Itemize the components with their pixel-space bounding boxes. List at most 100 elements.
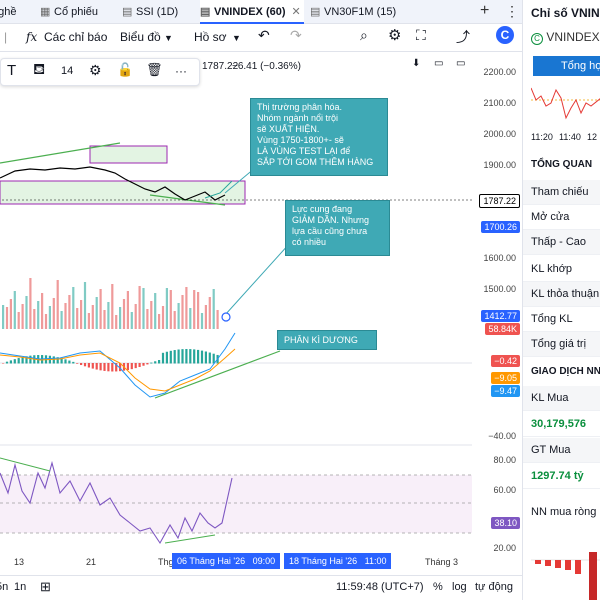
macd-bar: [95, 363, 98, 370]
tab-bar: nghề ▦Cổ phiếu ▤SSI (1D) ▤VNINDEX (60)✕ …: [0, 0, 522, 24]
nn-mini-chart: [531, 552, 600, 600]
macd-bar: [200, 350, 204, 364]
more-icon[interactable]: ⋮: [505, 3, 519, 19]
macd-bar: [21, 357, 24, 364]
text-tool-icon[interactable]: T: [7, 62, 17, 79]
volume-bar: [72, 287, 75, 329]
fullscreen-icon[interactable]: ⛶: [416, 27, 426, 43]
volume-bar: [134, 304, 137, 329]
templates-button[interactable]: Hồ sơ: [194, 30, 227, 44]
log-toggle[interactable]: log: [452, 581, 467, 593]
volume-bar: [158, 314, 161, 329]
macd-bar: [72, 361, 75, 364]
chevron-down-icon[interactable]: ⬇: [412, 58, 421, 69]
y-tick: 60.00: [493, 485, 516, 495]
percent-toggle[interactable]: %: [433, 581, 443, 593]
volume-bar: [29, 278, 32, 329]
right-panel: Chỉ số VNINDEX C VNINDEX Tổng hợp 11:20 …: [522, 0, 600, 600]
clock-time[interactable]: 11:59:48 (UTC+7): [336, 581, 424, 593]
more-icon[interactable]: ···: [175, 64, 187, 78]
volume-bar: [56, 280, 59, 329]
volume-bar: [181, 295, 184, 329]
signal-label: −9.05: [491, 372, 520, 384]
macd-bar: [173, 350, 176, 364]
macd-bar: [134, 363, 137, 369]
summary-button[interactable]: Tổng hợp: [533, 56, 600, 76]
chart-type-button[interactable]: Biểu đồ: [120, 30, 161, 44]
price-axis[interactable]: 2200.00 2100.00 2000.00 1900.00 1787.22 …: [472, 53, 522, 575]
macd-bar: [119, 363, 122, 372]
macd-bar: [5, 361, 9, 364]
kl-mua-value: 30,179,576: [523, 412, 600, 437]
volume-bar: [60, 311, 63, 329]
volume-bar: [130, 312, 133, 329]
volume-bar: [103, 310, 106, 329]
chart-canvas[interactable]: [0, 53, 472, 575]
mini-time: 11:40: [559, 132, 581, 142]
minimize-icon[interactable]: ▭: [434, 58, 444, 69]
chevron-down-icon[interactable]: ▼: [232, 33, 241, 43]
paint-bucket-icon[interactable]: ⛾: [33, 61, 46, 78]
volume-bar: [64, 303, 67, 329]
tab-vnindex[interactable]: ▤ VNINDEX (60) ✕: [200, 0, 304, 24]
y-tick: 2100.00: [483, 98, 516, 108]
brand-icon[interactable]: C: [496, 26, 514, 44]
indicators-button[interactable]: Các chỉ báo: [44, 30, 108, 44]
macd-bar: [208, 352, 211, 364]
volume-bar: [48, 306, 51, 329]
support-zone: [0, 180, 246, 205]
y-tick: 2200.00: [483, 67, 516, 77]
function-icon: fx: [26, 30, 38, 44]
gear-icon[interactable]: ⚙: [388, 27, 402, 44]
overview-row: Tổng KL: [523, 307, 600, 332]
tab-vn30f1m[interactable]: ▤ VN30F1M (15): [310, 0, 396, 24]
tab-stocks[interactable]: ▦ Cổ phiếu: [40, 0, 98, 24]
chevron-down-icon[interactable]: ▼: [164, 33, 173, 43]
rsi-line: [0, 460, 233, 545]
trend-line: [0, 142, 121, 164]
redo-icon[interactable]: ↷: [290, 27, 302, 43]
calendar-icon[interactable]: ⊞: [40, 579, 51, 594]
anchor-point[interactable]: [221, 312, 231, 322]
volume-bar: [119, 307, 122, 329]
undo-icon[interactable]: ↶: [258, 27, 270, 43]
panel-title: Chỉ số VNINDEX: [531, 6, 600, 20]
volume-bar: [80, 300, 83, 329]
volume-bar: [21, 304, 24, 329]
ticker-selector[interactable]: C VNINDEX: [531, 30, 600, 45]
macd-bar: [150, 362, 153, 364]
macd-bar: [64, 359, 67, 364]
nn-label: NN mua ròng: [531, 506, 597, 518]
rsi-trend-line: [164, 534, 216, 544]
gear-icon[interactable]: ⚙: [89, 62, 102, 78]
close-tab-icon[interactable]: ✕: [291, 6, 301, 18]
separator: |: [4, 30, 8, 44]
volume-label: 58.84K: [485, 323, 520, 335]
volume-bar: [197, 292, 200, 329]
lock-icon[interactable]: 🔓: [117, 62, 134, 77]
trash-icon[interactable]: 🗑: [146, 62, 163, 77]
volume-bar: [17, 312, 20, 329]
range-button[interactable]: 1n: [14, 581, 27, 593]
maximize-icon[interactable]: ▭: [456, 58, 466, 69]
search-icon[interactable]: ⌕: [360, 27, 368, 43]
macd-bar: [185, 349, 188, 364]
volume-bar: [138, 286, 141, 329]
tab-partial[interactable]: nghề: [0, 6, 17, 18]
auto-toggle[interactable]: tự động: [475, 581, 513, 593]
volume-bar: [91, 305, 94, 329]
last-price-label: 1787.22: [479, 194, 520, 208]
volume-bar: [193, 290, 196, 329]
share-icon[interactable]: ⤴: [456, 29, 470, 45]
annotation-note[interactable]: PHÂN KÌ DƯƠNG: [277, 330, 377, 350]
rsi-trend-line: [0, 457, 51, 472]
annotation-note[interactable]: Lực cung đang GIẢM DẦN. Nhưng lựa cầu cũ…: [285, 200, 390, 256]
macd-bar: [76, 363, 79, 364]
mini-time: 12: [587, 132, 598, 142]
tab-ssi[interactable]: ▤ SSI (1D): [122, 0, 178, 24]
range-button[interactable]: 5n: [0, 581, 9, 593]
add-tab-icon[interactable]: +: [480, 2, 490, 19]
macd-bar: [60, 358, 63, 364]
annotation-note[interactable]: Thị trường phân hóa. Nhóm ngành nổi trội…: [250, 98, 388, 176]
font-size-value[interactable]: 14: [61, 65, 74, 77]
